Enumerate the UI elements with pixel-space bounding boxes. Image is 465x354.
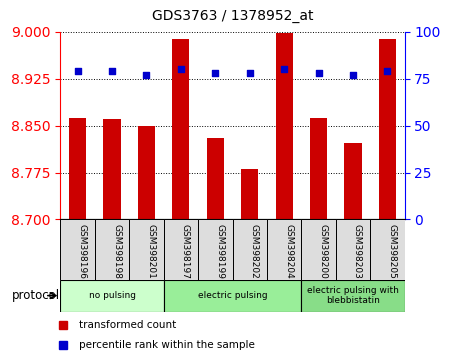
Bar bbox=[60, 280, 164, 312]
Bar bbox=[138, 126, 155, 219]
Point bbox=[246, 70, 253, 76]
Bar bbox=[129, 219, 164, 280]
Bar bbox=[301, 280, 405, 312]
Point bbox=[349, 72, 357, 78]
Bar bbox=[276, 33, 293, 219]
Text: protocol: protocol bbox=[12, 289, 60, 302]
Bar bbox=[95, 219, 129, 280]
Point bbox=[143, 72, 150, 78]
Text: electric pulsing with
blebbistatin: electric pulsing with blebbistatin bbox=[307, 286, 399, 305]
Bar bbox=[103, 119, 121, 219]
Bar bbox=[336, 219, 370, 280]
Bar bbox=[164, 219, 198, 280]
Point bbox=[177, 67, 185, 72]
Point bbox=[315, 70, 322, 76]
Text: GSM398202: GSM398202 bbox=[250, 224, 259, 279]
Text: GSM398203: GSM398203 bbox=[353, 224, 362, 279]
Bar bbox=[301, 219, 336, 280]
Text: GSM398196: GSM398196 bbox=[78, 224, 86, 279]
Point bbox=[384, 68, 391, 74]
Text: GSM398204: GSM398204 bbox=[284, 224, 293, 279]
Text: GSM398205: GSM398205 bbox=[387, 224, 396, 279]
Text: electric pulsing: electric pulsing bbox=[198, 291, 267, 300]
Point bbox=[108, 68, 116, 74]
Point bbox=[74, 68, 81, 74]
Text: GDS3763 / 1378952_at: GDS3763 / 1378952_at bbox=[152, 9, 313, 23]
Bar bbox=[232, 219, 267, 280]
Bar bbox=[69, 118, 86, 219]
Text: GSM398200: GSM398200 bbox=[319, 224, 327, 279]
Bar bbox=[370, 219, 405, 280]
Text: transformed count: transformed count bbox=[79, 320, 177, 330]
Text: GSM398199: GSM398199 bbox=[215, 224, 224, 279]
Point bbox=[212, 70, 219, 76]
Bar bbox=[379, 39, 396, 219]
Text: GSM398197: GSM398197 bbox=[181, 224, 190, 279]
Point bbox=[280, 67, 288, 72]
Text: GSM398201: GSM398201 bbox=[146, 224, 155, 279]
Bar bbox=[60, 219, 95, 280]
Bar bbox=[267, 219, 301, 280]
Bar bbox=[344, 143, 362, 219]
Text: percentile rank within the sample: percentile rank within the sample bbox=[79, 340, 255, 350]
Text: no pulsing: no pulsing bbox=[88, 291, 136, 300]
Bar bbox=[310, 118, 327, 219]
Bar bbox=[241, 170, 259, 219]
Bar bbox=[198, 219, 232, 280]
Bar bbox=[164, 280, 301, 312]
Text: GSM398198: GSM398198 bbox=[112, 224, 121, 279]
Bar bbox=[172, 39, 190, 219]
Bar bbox=[206, 138, 224, 219]
